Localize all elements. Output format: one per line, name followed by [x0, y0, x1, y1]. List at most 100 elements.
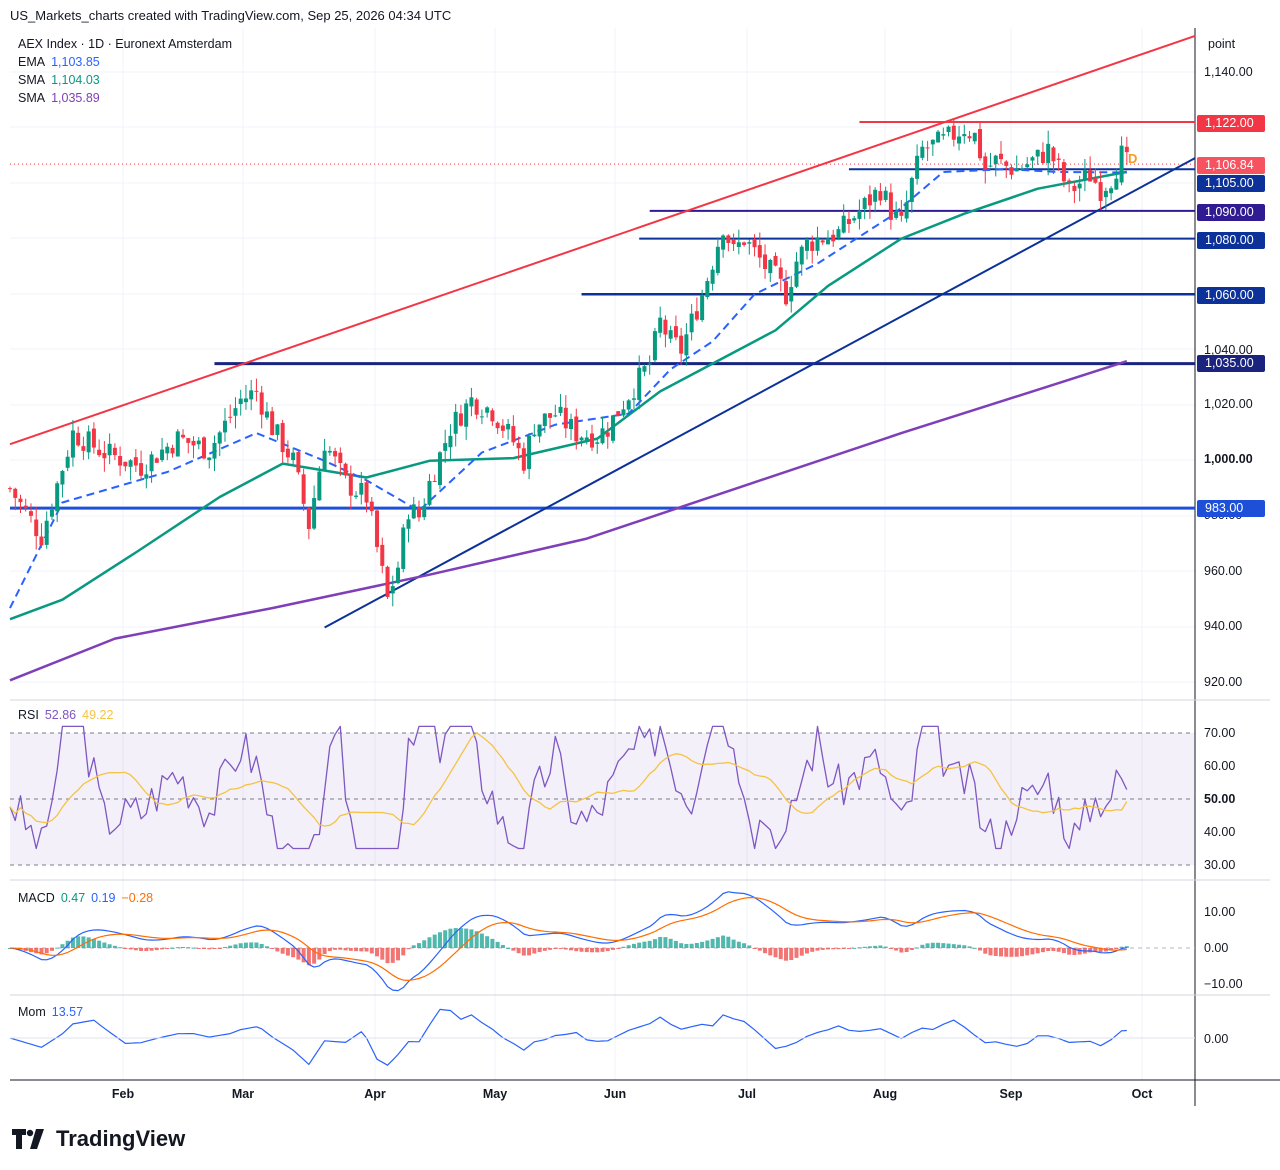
brand-logo[interactable]: TradingView [12, 1126, 185, 1152]
macd-histogram-bar [579, 948, 584, 952]
candle-body [1109, 188, 1114, 194]
macd-histogram-bar [390, 948, 395, 963]
macd-histogram-bar [899, 948, 904, 953]
candle-body [506, 424, 511, 430]
macd-histogram-bar [1088, 948, 1093, 953]
macd-histogram-bar [1077, 948, 1082, 955]
candle-body [983, 156, 988, 170]
macd-histogram-bar [804, 948, 809, 954]
macd-histogram-bar [280, 948, 285, 954]
macd-histogram-bar [668, 938, 673, 948]
candle-body [590, 433, 595, 448]
macd-histogram-bar [432, 934, 437, 948]
macd-histogram-bar [542, 948, 547, 951]
candle-body [642, 366, 647, 372]
candle-body [867, 194, 872, 206]
macd-histogram-bar [1119, 946, 1124, 948]
macd-histogram-bar [154, 948, 159, 951]
candle-body [873, 189, 878, 202]
macd-histogram-bar [118, 947, 123, 949]
candle-body [291, 452, 296, 461]
macd-histogram-bar [500, 944, 505, 948]
macd-histogram-bar [1098, 948, 1103, 953]
macd-histogram-bar [338, 948, 343, 950]
candle-body [233, 408, 238, 416]
macd-histogram-bar [600, 948, 605, 952]
axis-unit: point [1208, 37, 1236, 51]
candle-body [212, 442, 217, 459]
candle-body [469, 397, 474, 407]
candle-body [784, 281, 789, 305]
macd-histogram-bar [574, 948, 579, 952]
x-label: Feb [111, 1087, 135, 1101]
macd-tick: 0.00 [1204, 941, 1229, 955]
candle-body [778, 267, 783, 279]
candle-body [495, 422, 500, 429]
macd-histogram-bar [930, 942, 935, 948]
candle-body [317, 471, 322, 501]
macd-histogram-bar [721, 935, 726, 948]
candle-body [490, 410, 495, 422]
candle-body [789, 287, 794, 302]
candle-body [149, 454, 154, 472]
macd-histogram-bar [836, 948, 841, 950]
candle-body [1046, 143, 1051, 164]
candle-body [196, 440, 201, 445]
macd-histogram-bar [957, 944, 962, 948]
macd-histogram-bar [694, 943, 699, 948]
candle-body [411, 504, 416, 519]
macd-histogram-bar [443, 930, 448, 948]
macd-histogram-bar [81, 936, 86, 948]
candle-body [610, 415, 615, 441]
candle-body [521, 448, 526, 471]
macd-histogram-bar [516, 948, 521, 954]
candle-body [815, 237, 820, 251]
candle-body [857, 210, 862, 219]
candle-body [637, 367, 642, 400]
candle-body [437, 452, 442, 486]
candle-body [846, 218, 851, 225]
macd-histogram-bar [736, 941, 741, 948]
macd-histogram-bar [102, 942, 107, 948]
macd-histogram-bar [112, 945, 117, 948]
macd-histogram-bar [165, 948, 170, 949]
candle-body [673, 326, 678, 338]
candle-body [485, 407, 490, 413]
macd-histogram-bar [1025, 948, 1030, 956]
candle-body [406, 519, 411, 529]
legend-ema-value: 1,103.85 [51, 55, 100, 69]
candle-body [967, 136, 972, 139]
candle-body [978, 129, 983, 159]
price-tag: 1,035.00 [1197, 355, 1265, 372]
macd-histogram-bar [207, 948, 212, 950]
macd-histogram-bar [815, 948, 820, 951]
candle-body [584, 437, 589, 442]
candle-body [416, 507, 421, 518]
legend-ema-label: EMA [18, 55, 46, 69]
candle-body [86, 431, 91, 453]
macd-histogram-bar [873, 945, 878, 948]
legend-sma200: SMA 1,035.89 [18, 91, 100, 105]
legend-title: AEX Index · 1D · Euronext Amsterdam [18, 37, 232, 51]
candle-body [715, 246, 720, 273]
macd-histogram-bar [689, 943, 694, 948]
macd-histogram-bar [715, 937, 720, 948]
dividend-marker[interactable]: D [1128, 151, 1138, 166]
candle-body [154, 458, 159, 463]
macd-histogram-bar [1004, 948, 1009, 957]
price-tick: 1,000.00 [1204, 452, 1253, 466]
candle-body [165, 446, 170, 454]
price-tag: 1,122.00 [1197, 115, 1265, 132]
mom-tick: 0.00 [1204, 1032, 1229, 1046]
grid-lines [10, 28, 1280, 1106]
candle-body [710, 269, 715, 284]
legend-sma200-label: SMA [18, 91, 46, 105]
candle-body [118, 456, 123, 466]
macd-histogram-bar [212, 948, 217, 949]
candle-body [1077, 183, 1082, 189]
candle-body [1025, 164, 1030, 168]
macd-histogram-bar [144, 948, 149, 952]
macd-histogram-bar [485, 936, 490, 948]
trendline-upper [9, 34, 1196, 446]
